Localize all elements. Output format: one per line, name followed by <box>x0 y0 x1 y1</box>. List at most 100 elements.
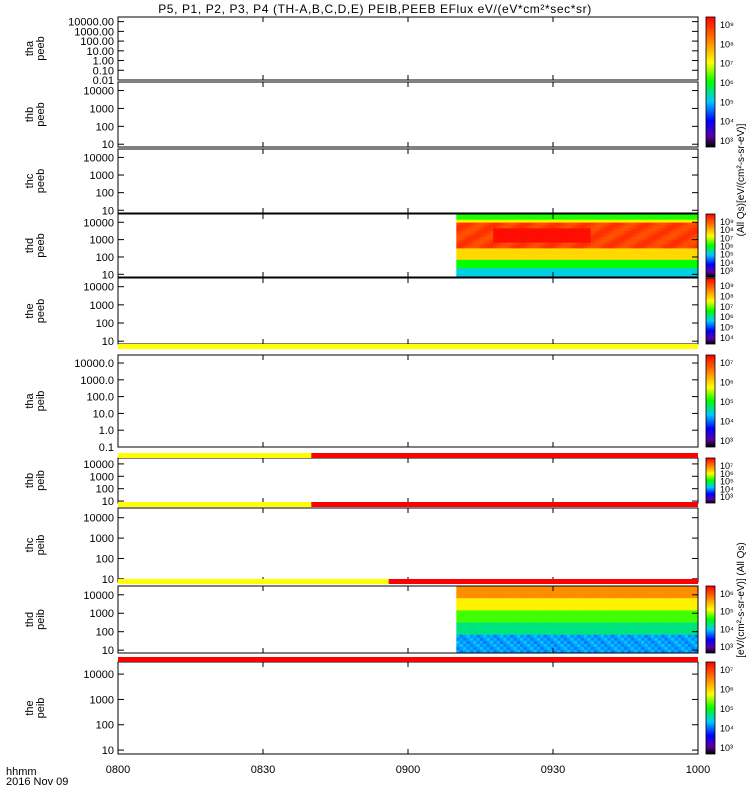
spectrogram-cell <box>493 640 498 645</box>
spectrogram-cell <box>510 239 514 244</box>
spectrogram-cell <box>681 592 685 596</box>
spectrogram-cell <box>687 622 692 626</box>
spectrogram-cell <box>634 254 638 258</box>
spectrogram-cell <box>456 586 461 590</box>
spectrogram-cell <box>520 595 524 599</box>
spectrogram-cell <box>600 589 605 593</box>
spectrogram-cell <box>590 631 595 636</box>
spectrogram-cell <box>624 236 628 241</box>
spectrogram-cell <box>516 607 521 611</box>
spectrogram-cell <box>513 586 518 590</box>
spectrogram-cell <box>577 214 581 218</box>
spectrogram-cell <box>496 622 501 626</box>
spectrogram-cell <box>499 216 504 221</box>
y-tick-label: 100 <box>96 484 114 496</box>
spectrogram-cell <box>634 619 638 623</box>
spectrogram-cell <box>503 598 508 602</box>
colorbar <box>705 457 716 504</box>
spectrogram-cell <box>664 634 669 639</box>
spectrogram-cell <box>493 242 498 246</box>
spectrogram-cell <box>614 254 618 258</box>
spectrogram-cell <box>681 236 685 241</box>
spectrogram-cell <box>526 616 531 620</box>
spectrogram-cell <box>479 592 484 596</box>
spectrogram-cell <box>483 604 487 608</box>
spectrogram-cell <box>510 604 514 608</box>
spectrogram-cell <box>560 643 565 648</box>
spectrogram-cell <box>513 595 518 599</box>
spectrogram-cell <box>567 222 571 226</box>
spectrogram-cell <box>567 274 571 278</box>
spectrogram-cell <box>607 646 612 651</box>
spectrogram-cell <box>667 607 672 611</box>
spectrogram-cell <box>543 622 548 626</box>
spectrogram-cell <box>493 604 498 608</box>
spectrogram-cell <box>681 222 685 226</box>
spectrogram-cell <box>671 259 675 264</box>
spectrogram-cell <box>674 234 679 238</box>
spectrogram-cell <box>570 607 575 611</box>
spectrogram-cell <box>677 628 682 633</box>
spectrogram-cell <box>510 245 514 249</box>
spectrogram-cell <box>583 601 588 605</box>
spectrogram-cell <box>614 598 618 602</box>
spectrogram-cell <box>654 225 659 229</box>
spectrogram-cell <box>459 265 464 269</box>
spectrogram-cell <box>627 259 632 264</box>
spectrogram-cell <box>634 228 638 232</box>
colorbar <box>705 277 716 345</box>
spectrogram-cell <box>476 265 481 269</box>
spectrogram-cell <box>694 646 699 651</box>
spectrogram-cell <box>543 214 548 218</box>
spectrogram-cell <box>526 265 531 269</box>
spectrogram-cell <box>651 628 655 633</box>
spectrogram-cell <box>691 649 696 654</box>
spectrogram-cell <box>634 640 638 645</box>
spectrogram-cell <box>651 616 655 620</box>
spectrogram-cell <box>661 225 665 229</box>
spectrogram-cell <box>637 646 642 651</box>
spectrogram-cell <box>640 604 645 608</box>
spectrogram-cell <box>677 248 682 252</box>
spectrogram-cell <box>620 268 625 272</box>
spectrogram-cell <box>577 643 581 648</box>
spectrogram-cell <box>590 216 595 221</box>
spectrogram-cell <box>466 216 471 221</box>
spectrogram-cell <box>681 214 685 218</box>
spectrogram-cell <box>543 268 548 272</box>
spectrogram-cell <box>630 251 635 255</box>
spectrogram-cell <box>583 234 588 238</box>
spectrogram-cell <box>587 216 591 221</box>
spectrogram-cell <box>691 586 696 590</box>
spectrogram-cell <box>459 634 464 639</box>
spectrogram-cell <box>691 604 696 608</box>
spectrogram-cell <box>557 601 561 605</box>
spectrogram-cell <box>530 256 534 261</box>
spectrogram-cell <box>520 265 524 269</box>
spectrogram-cell <box>479 631 484 636</box>
spectrogram-cell <box>593 628 598 633</box>
spectrogram-cell <box>607 225 612 229</box>
spectrogram-cell <box>570 216 575 221</box>
spectrogram-cell <box>664 622 669 626</box>
spectrogram-cell <box>503 216 508 221</box>
spectrogram-cell <box>459 222 464 226</box>
spectrogram-cell <box>567 616 571 620</box>
spectrogram-cell <box>677 592 682 596</box>
spectrogram-cell <box>654 619 659 623</box>
spectrogram-cell <box>607 640 612 645</box>
spectrogram-cell <box>469 248 474 252</box>
spectrogram-cell <box>483 631 487 636</box>
spectrogram-cell <box>520 234 524 238</box>
spectrogram-cell <box>593 586 598 590</box>
spectrogram-cell <box>691 234 696 238</box>
spectrogram-cell <box>607 268 612 272</box>
spectrogram-cell <box>463 262 467 266</box>
spectrogram-cell <box>476 222 481 226</box>
spectrogram-cell <box>530 239 534 244</box>
spectrogram-cell <box>459 239 464 244</box>
spectrogram-cell <box>667 595 672 599</box>
spectrogram-cell <box>614 625 618 630</box>
spectrogram-cell <box>661 228 665 232</box>
spectrogram-cell <box>560 242 565 246</box>
